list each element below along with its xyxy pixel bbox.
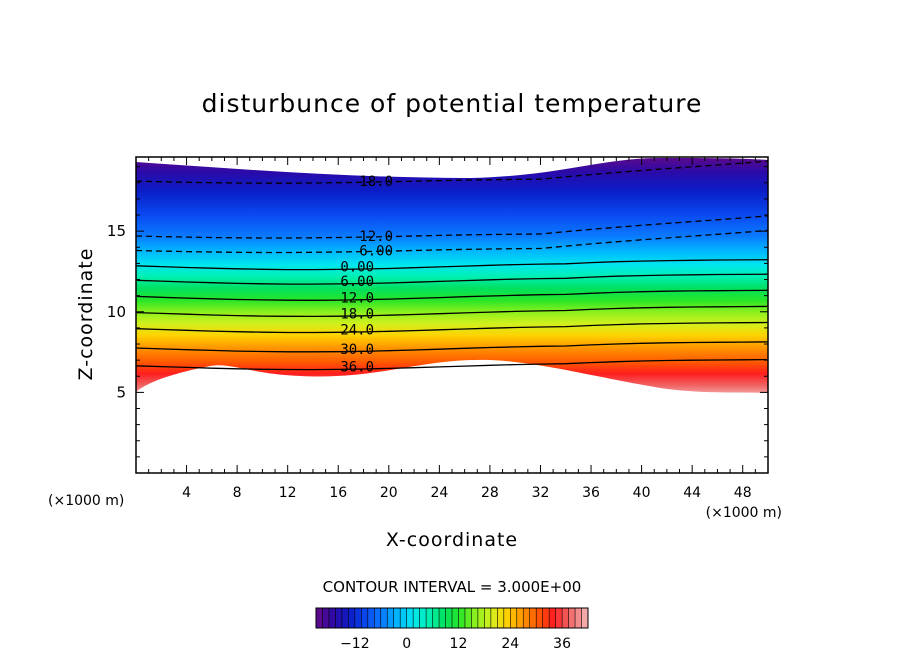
contour-label: 0.00 (340, 260, 374, 276)
colorbar-swatch (432, 608, 440, 628)
filled-contour-region (136, 158, 768, 393)
colorbar-swatch (374, 608, 382, 628)
x-tick-label: 8 (233, 485, 242, 501)
chart-title: disturbunce of potential temperature (202, 89, 703, 118)
contour-label: 12.0 (340, 290, 374, 306)
contour-label: 30.0 (340, 342, 374, 358)
colorbar-swatch (568, 608, 576, 628)
x-tick-label: 32 (532, 485, 550, 501)
contour-lines (136, 160, 768, 371)
colorbar-tick-label: −12 (340, 636, 370, 652)
colorbar-swatch (348, 608, 356, 628)
colorbar-swatch (445, 608, 453, 628)
colorbar-swatch (452, 608, 459, 628)
x-unit-label: (×1000 m) (706, 505, 782, 521)
x-tick-label: 12 (279, 485, 297, 501)
colorbar-swatch (562, 608, 569, 628)
contour-interval-label: CONTOUR INTERVAL = 3.000E+00 (323, 578, 582, 596)
contour-label: 18.0 (359, 174, 393, 190)
colorbar-swatch (490, 608, 498, 628)
x-tick-label: 16 (329, 485, 347, 501)
colorbar-swatch (361, 608, 369, 628)
colorbar-swatch (316, 608, 323, 628)
colorbar-swatch (322, 608, 330, 628)
colorbar-swatch (387, 608, 395, 628)
contour-line (136, 259, 768, 271)
colorbar-swatch (413, 608, 420, 628)
x-axis-title: X-coordinate (386, 529, 518, 551)
colorbar-swatch (575, 608, 582, 628)
y-unit-label: (×1000 m) (48, 493, 124, 509)
x-tick-label: 28 (481, 485, 499, 501)
colorbar-swatch (529, 608, 537, 628)
contour-label: 6.00 (359, 244, 393, 260)
colorbar-frame (315, 607, 589, 629)
colorbar-tick-label: 0 (402, 636, 411, 652)
y-tick-label: 5 (116, 383, 126, 401)
colorbar-swatch (419, 608, 427, 628)
x-tick-label: 24 (430, 485, 448, 501)
x-tick-label: 20 (380, 485, 398, 501)
contour-line (136, 358, 768, 371)
contour-line (136, 160, 768, 184)
colorbar-swatch (523, 608, 531, 628)
contour-label: 36.0 (340, 360, 374, 376)
colorbar-swatch (439, 608, 446, 628)
colorbar-swatch (458, 608, 466, 628)
contour-label: 18.0 (340, 306, 374, 322)
x-tick-label: 44 (683, 485, 701, 501)
contour-line (136, 215, 768, 239)
contour-line (136, 321, 768, 334)
colorbar-swatch (497, 608, 505, 628)
contour-line (136, 289, 768, 301)
colorbar-tick-label: 12 (450, 636, 468, 652)
colorbar-swatch (555, 608, 563, 628)
x-tick-label: 36 (582, 485, 600, 501)
contour-field (136, 158, 768, 393)
colorbar-swatch (400, 608, 407, 628)
colorbar-swatch (354, 608, 362, 628)
colorbar-swatch (581, 608, 589, 628)
colorbar-swatch (510, 608, 518, 628)
contour-label: 12.0 (359, 229, 393, 245)
colorbar-swatch (380, 608, 388, 628)
colorbar-swatch (341, 608, 349, 628)
y-tick-label: 10 (107, 303, 126, 321)
colorbar-swatch (464, 608, 472, 628)
colorbar-swatch (406, 608, 414, 628)
y-tick-label: 15 (107, 222, 126, 240)
contour-label: 6.00 (340, 274, 374, 290)
colorbar-tick-label: 24 (501, 636, 519, 652)
colorbar-swatch (328, 608, 336, 628)
colorbar-tick-label: 36 (553, 636, 571, 652)
colorbar-swatch (393, 608, 401, 628)
x-tick-label: 40 (633, 485, 651, 501)
x-tick-label: 4 (182, 485, 191, 501)
contour-line (136, 305, 768, 318)
colorbar-swatch (367, 608, 375, 628)
colorbar-swatch (536, 608, 543, 628)
colorbar: −12 0 12 24 36 (315, 607, 589, 652)
contour-line (136, 229, 768, 254)
colorbar-swatch (471, 608, 479, 628)
x-tick-label: 48 (734, 485, 752, 501)
contour-label: 24.0 (340, 323, 374, 339)
colorbar-swatch (516, 608, 524, 628)
y-axis-title: Z-coordinate (75, 248, 97, 381)
contour-line (136, 273, 768, 285)
colorbar-swatch (503, 608, 511, 628)
colorbar-swatch (484, 608, 492, 628)
colorbar-swatch (542, 608, 550, 628)
contour-line (136, 341, 768, 353)
colorbar-swatch (549, 608, 556, 628)
colorbar-swatch (335, 608, 343, 628)
colorbar-swatch (477, 608, 485, 628)
colorbar-swatch (426, 608, 433, 628)
